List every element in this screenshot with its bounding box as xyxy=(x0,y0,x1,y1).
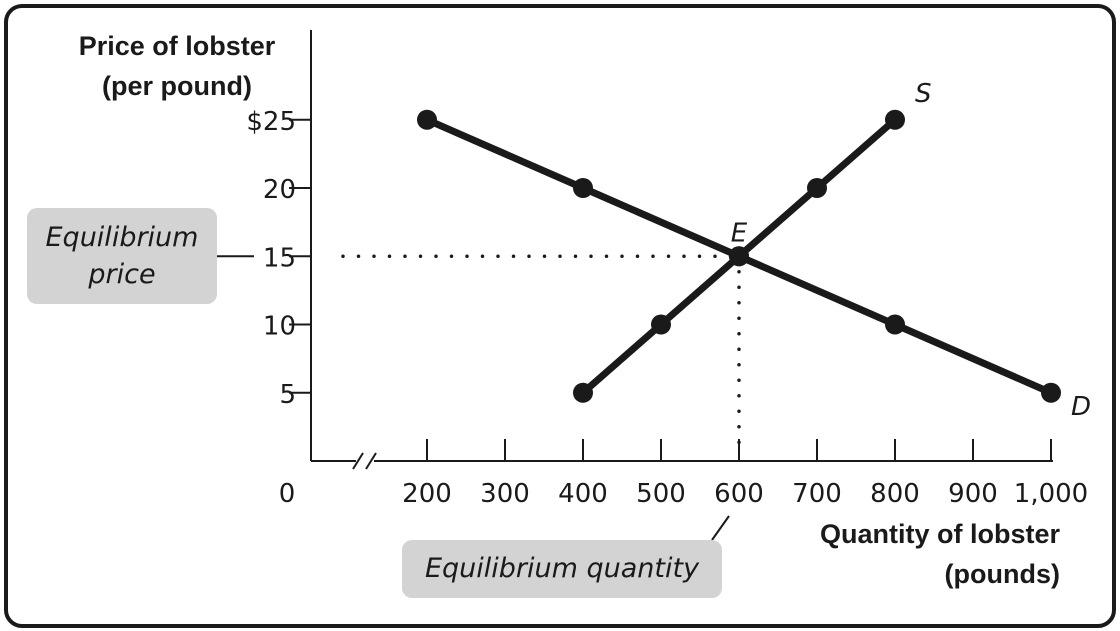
x-tick-label: 400 xyxy=(558,479,608,509)
data-point-s xyxy=(651,314,671,335)
equilibrium-quantity-callout-text: Equilibrium quantity xyxy=(424,553,700,584)
data-point-d xyxy=(1041,382,1061,403)
x-tick-label: 200 xyxy=(402,479,452,509)
x-axis-title-line2: (pounds) xyxy=(944,559,1060,589)
data-point-d xyxy=(729,246,749,267)
data-point-d xyxy=(573,178,593,198)
y-tick-label: 10 xyxy=(263,312,296,342)
data-point-d xyxy=(885,314,905,335)
x-tick-label: 500 xyxy=(636,479,686,509)
y-axis-title-line2: (per pound) xyxy=(102,71,252,101)
axis-break-mark xyxy=(365,452,377,470)
figure-frame xyxy=(4,4,1116,628)
quantity-callout-leader xyxy=(711,515,730,541)
data-point-s xyxy=(807,178,827,198)
y-tick-label: 15 xyxy=(263,243,296,273)
equilibrium-price-callout-line1: Equilibrium xyxy=(45,222,199,253)
y-tick-label: $25 xyxy=(246,107,296,137)
x-axis-title-line1: Quantity of lobster xyxy=(819,519,1060,549)
axis-break-mark xyxy=(352,452,364,470)
data-point-s xyxy=(573,382,593,403)
equilibrium-guides xyxy=(217,254,741,541)
x-tick-label: 1,000 xyxy=(1014,479,1088,509)
origin-label: 0 xyxy=(279,479,296,509)
y-axis-title: Price of lobster (per pound) xyxy=(52,26,302,106)
data-point-d xyxy=(417,109,437,130)
supply-curve-label: S xyxy=(915,79,932,109)
y-tick-label: 20 xyxy=(263,175,296,205)
equilibrium-point-label: E xyxy=(731,218,748,248)
axes: 200 300 400 500 600 700 800 900 1,000 0 5 10 15 20 $25 xyxy=(246,30,1088,509)
x-axis-title: Quantity of lobster (pounds) xyxy=(760,514,1060,594)
x-tick-label: 700 xyxy=(792,479,842,509)
data-point-s xyxy=(885,109,905,130)
x-tick-label: 800 xyxy=(870,479,920,509)
y-tick-label: 5 xyxy=(279,380,296,410)
chart-labels: S D E xyxy=(731,79,1091,422)
data-points xyxy=(417,109,1061,403)
equilibrium-price-callout: Equilibrium price xyxy=(27,208,217,304)
x-tick-label: 900 xyxy=(948,479,998,509)
equilibrium-quantity-callout: Equilibrium quantity xyxy=(402,540,722,598)
x-tick-label: 600 xyxy=(714,479,764,509)
equilibrium-price-callout-line2: price xyxy=(88,259,156,290)
x-tick-label: 300 xyxy=(480,479,530,509)
demand-curve-label: D xyxy=(1071,392,1091,422)
y-axis-title-line1: Price of lobster xyxy=(78,31,276,61)
